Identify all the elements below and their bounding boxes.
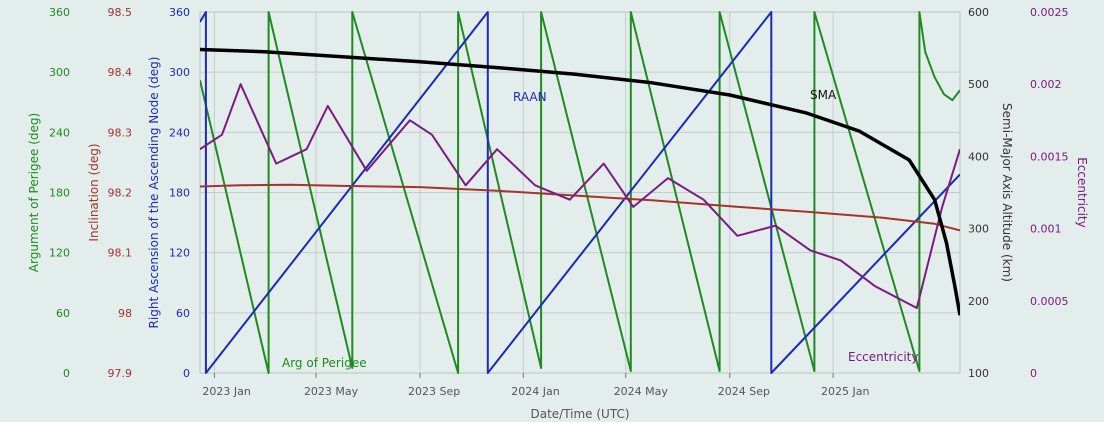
x-tick-label: 2024 Jan: [511, 385, 559, 398]
arg-perigee-annotation: Arg of Perigee: [282, 356, 367, 370]
x-tick-label: 2023 May: [304, 385, 359, 398]
sma-annotation: SMA: [810, 88, 837, 102]
series-line-sma: [200, 47, 960, 316]
arg_perigee-tick-label: 0: [63, 367, 70, 380]
eccentricity-tick-label: 0.001: [1030, 223, 1062, 236]
sma-tick-label: 100: [968, 367, 989, 380]
x-tick-label: 2024 Sep: [718, 385, 770, 398]
x-tick-label: 2025 Jan: [821, 385, 869, 398]
arg_perigee-tick-label: 360: [49, 6, 70, 19]
x-axis-label: Date/Time (UTC): [530, 407, 629, 421]
series-line-eccentricity: [200, 83, 960, 309]
inclination-tick-label: 98.5: [108, 6, 133, 19]
series-line-arg_perigee: [200, 11, 960, 374]
raan-annotation: RAAN: [513, 90, 547, 104]
arg_perigee-tick-label: 60: [56, 307, 70, 320]
arg_perigee-tick-label: 180: [49, 187, 70, 200]
arg_perigee-tick-label: 300: [49, 66, 70, 79]
x-tick-label: 2023 Sep: [408, 385, 460, 398]
raan-tick-label: 360: [169, 6, 190, 19]
raan-tick-label: 60: [176, 307, 190, 320]
arg_perigee-axis-label: Argument of Perigee (deg): [27, 113, 41, 272]
inclination-tick-label: 98: [118, 307, 132, 320]
sma-tick-label: 600: [968, 6, 989, 19]
inclination-tick-label: 98.2: [108, 187, 133, 200]
x-tick-label: 2024 May: [614, 385, 669, 398]
arg_perigee-tick-label: 240: [49, 126, 70, 139]
sma-tick-label: 500: [968, 78, 989, 91]
eccentricity-axis-label: Eccentricity: [1075, 157, 1089, 227]
eccentricity-tick-label: 0.002: [1030, 78, 1062, 91]
eccentricity-tick-label: 0.0015: [1030, 150, 1069, 163]
eccentricity-tick-label: 0.0005: [1030, 295, 1069, 308]
inclination-tick-label: 98.4: [108, 66, 133, 79]
eccentricity-tick-label: 0: [1030, 367, 1037, 380]
raan-tick-label: 0: [183, 367, 190, 380]
sma-tick-label: 200: [968, 295, 989, 308]
inclination-tick-label: 98.3: [108, 126, 133, 139]
sma-axis-label: Semi-Major Axis Altitude (km): [1000, 103, 1014, 282]
raan-tick-label: 300: [169, 66, 190, 79]
arg_perigee-tick-label: 120: [49, 247, 70, 260]
eccentricity-tick-label: 0.0025: [1030, 6, 1069, 19]
eccentricity-annotation: Eccentricity: [848, 350, 918, 364]
inclination-tick-label: 97.9: [108, 367, 133, 380]
series-line-raan: [200, 11, 960, 374]
raan-tick-label: 240: [169, 126, 190, 139]
x-tick-label: 2023 Jan: [202, 385, 250, 398]
inclination-axis-label: Inclination (deg): [87, 143, 101, 241]
inclination-tick-label: 98.1: [108, 247, 133, 260]
raan-axis-label: Right Ascension of the Ascending Node (d…: [147, 57, 161, 329]
sma-tick-label: 400: [968, 150, 989, 163]
raan-tick-label: 180: [169, 187, 190, 200]
sma-tick-label: 300: [968, 223, 989, 236]
raan-tick-label: 120: [169, 247, 190, 260]
